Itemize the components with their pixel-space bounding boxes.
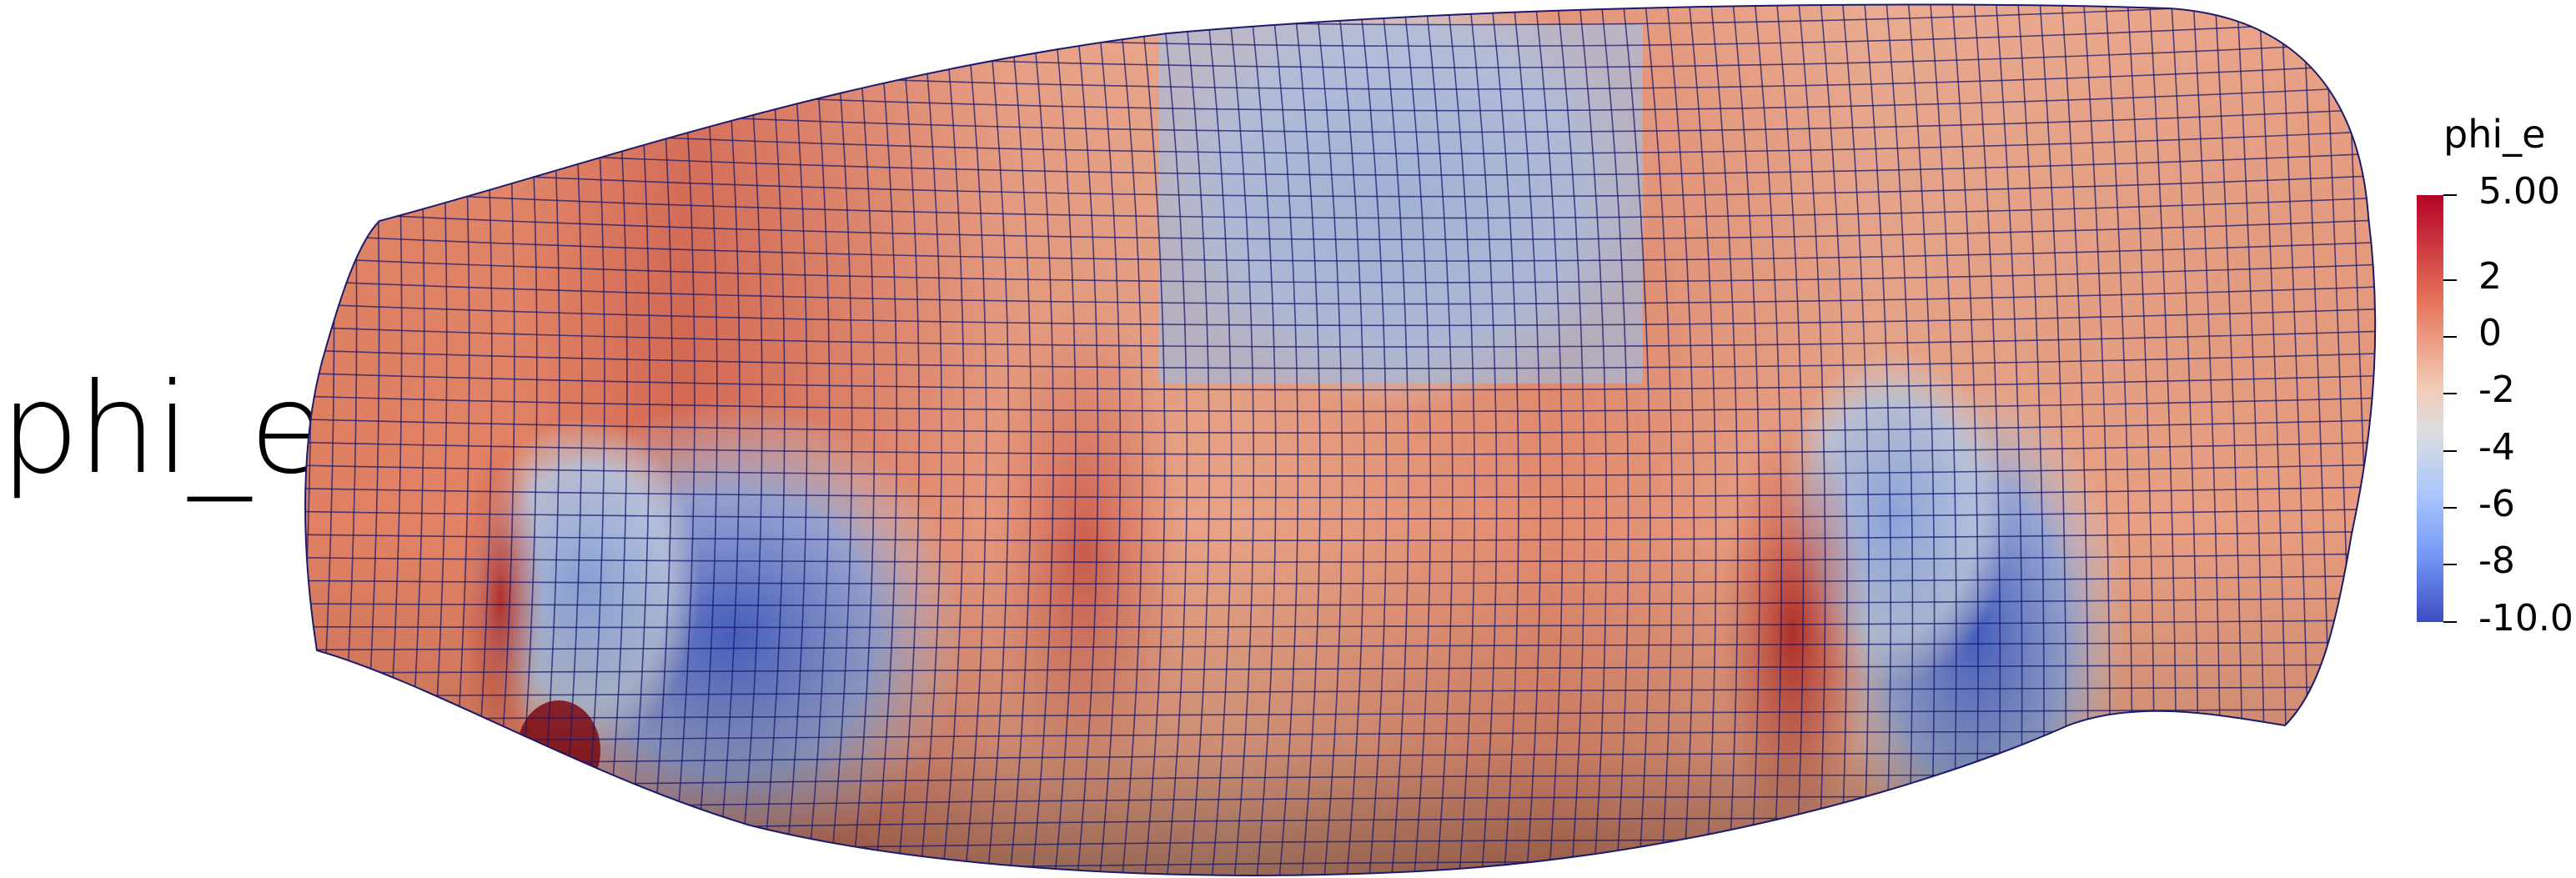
- grid-line: [1051, 4, 1077, 875]
- grid-line: [1643, 4, 1673, 875]
- grid-line: [1028, 4, 1054, 875]
- grid-line: [1094, 4, 1122, 875]
- grid-line: [1314, 4, 1343, 875]
- grid-line: [1117, 4, 1143, 875]
- grid-line: [305, 574, 2376, 584]
- grid-line: [1424, 4, 1454, 875]
- grid-line: [1248, 4, 1277, 875]
- grid-line: [1862, 4, 1892, 875]
- view-title: phi_e: [0, 357, 326, 502]
- grid-line: [1951, 4, 1979, 875]
- grid-line: [1731, 4, 1760, 875]
- grid-line: [1270, 4, 1299, 875]
- grid-line: [1840, 4, 1870, 875]
- grid-line: [1577, 4, 1608, 875]
- grid-line: [1292, 4, 1321, 875]
- grid-line: [1885, 4, 1914, 875]
- grid-line: [305, 394, 2376, 413]
- grid-line: [305, 256, 2376, 283]
- grid-line: [827, 4, 853, 875]
- grid-line: [1402, 4, 1432, 875]
- grid-line: [2368, 4, 2376, 875]
- grid-line: [305, 210, 2376, 241]
- grid-line: [1621, 4, 1651, 875]
- grid-line: [1555, 4, 1585, 875]
- grid-line: [305, 597, 2376, 606]
- grid-line: [1226, 4, 1255, 875]
- grid-line: [1687, 4, 1717, 875]
- grid-line: [305, 187, 2376, 219]
- grid-line: [305, 463, 2376, 477]
- grid-line: [305, 372, 2376, 391]
- grid-line: [1379, 4, 1409, 875]
- grid-line: [761, 4, 786, 875]
- grid-line: [305, 441, 2376, 455]
- grid-line: [1753, 4, 1783, 875]
- colorbar-tick-label: 0: [2478, 312, 2502, 354]
- grid-line: [305, 686, 2376, 697]
- grid-line: [1665, 4, 1695, 875]
- grid-line: [305, 485, 2376, 499]
- grid-line: [305, 552, 2376, 563]
- grid-line: [1468, 4, 1498, 875]
- grid-line: [1819, 4, 1848, 875]
- colorbar-tick-label: -2: [2478, 369, 2515, 411]
- grid-line: [305, 508, 2376, 520]
- grid-line: [1796, 4, 1826, 875]
- grid-line: [305, 349, 2376, 369]
- grid-line: [267, 0, 289, 878]
- grid-line: [305, 530, 2376, 542]
- colorbar-tick-label: -10.0: [2478, 597, 2573, 640]
- grid-line: [305, 140, 2376, 176]
- grid-line: [738, 4, 763, 875]
- grid-line: [1511, 4, 1542, 875]
- grid-line: [305, 619, 2376, 629]
- grid-line: [1906, 4, 1936, 875]
- colorbar-title: phi_e: [2443, 112, 2546, 157]
- grid-line: [1204, 4, 1233, 875]
- grid-line: [1336, 4, 1365, 875]
- grid-line: [1489, 4, 1519, 875]
- grid-line: [850, 4, 876, 875]
- colorbar-tick-label: -6: [2478, 483, 2515, 525]
- grid-line: [1358, 4, 1388, 875]
- grid-line: [305, 233, 2376, 262]
- grid-line: [1160, 4, 1188, 875]
- colorbar-tick-label: -4: [2478, 426, 2515, 469]
- grid-line: [1072, 4, 1099, 875]
- grid-line: [782, 4, 808, 875]
- grid-line: [1534, 4, 1564, 875]
- grid-line: [1138, 4, 1166, 875]
- grid-line: [305, 418, 2376, 434]
- grid-line: [1445, 4, 1475, 875]
- color-bar: [2417, 194, 2457, 623]
- grid-line: [305, 4, 2376, 26]
- grid-line: [305, 325, 2376, 348]
- surface-fill: [267, 0, 2402, 878]
- grid-line: [305, 279, 2376, 305]
- grid-line: [1183, 4, 1210, 875]
- grid-line: [1709, 4, 1739, 875]
- grid-line: [284, 0, 2402, 3]
- grid-line: [1599, 4, 1629, 875]
- colorbar-tick-label: 2: [2478, 255, 2502, 298]
- colorbar-tick-label: 5.00: [2478, 170, 2560, 213]
- colorbar-tick-label: -8: [2478, 539, 2515, 582]
- grid-line: [305, 302, 2376, 327]
- grid-line: [305, 163, 2376, 198]
- grid-line: [1775, 4, 1805, 875]
- grid-line: [1928, 4, 1957, 875]
